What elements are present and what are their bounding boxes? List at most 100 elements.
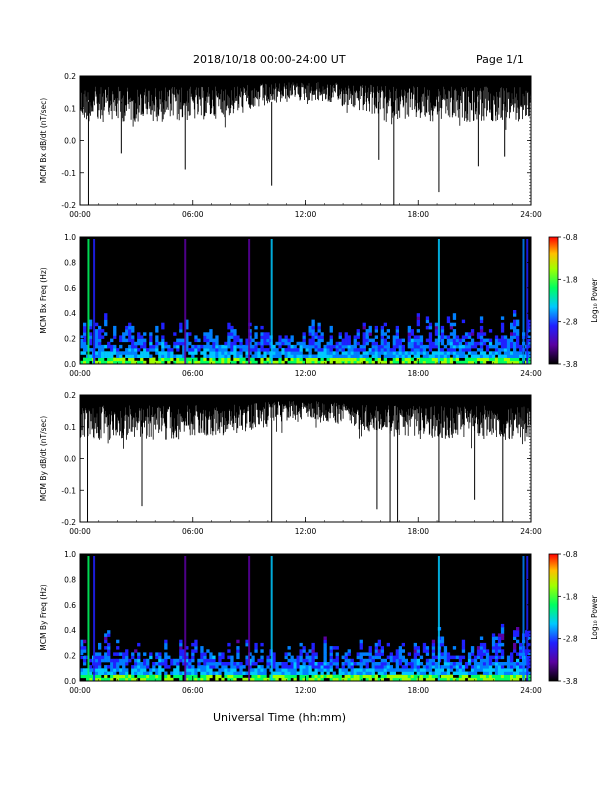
spectrogram-cell: [113, 335, 117, 339]
spectrogram-cell: [278, 671, 282, 675]
spectrogram-cell: [374, 646, 378, 650]
spectrogram-cell: [500, 636, 505, 640]
spectrogram-cell: [431, 677, 436, 682]
spectrogram-cell: [83, 335, 87, 339]
spectrogram-cell: [392, 658, 396, 663]
spectrogram-cell: [506, 655, 511, 660]
spectrogram-cell: [227, 360, 231, 365]
spectrogram-cell: [335, 652, 339, 656]
spectrogram-cell: [516, 357, 520, 362]
spectrogram-cell: [383, 668, 387, 672]
spectrogram-cell: [479, 646, 484, 650]
spectrogram-cell: [194, 357, 198, 362]
spectrogram-cell: [404, 662, 408, 666]
spectrogram-cell: [194, 344, 198, 349]
spectrogram-cell: [419, 662, 424, 666]
spectrogram-cell: [380, 338, 384, 343]
spectrogram-cell: [428, 354, 433, 358]
spectrogram-cell: [449, 674, 454, 679]
spectrogram-cell: [80, 338, 84, 343]
spectrogram-cell: [245, 360, 249, 365]
spectrogram-cell: [464, 360, 469, 365]
spectrogram-cell: [422, 344, 427, 349]
spectrogram-cell: [149, 674, 153, 679]
spectrogram-cell: [308, 665, 312, 669]
spectrogram-cell: [215, 338, 219, 343]
spectrogram-cell: [278, 668, 282, 672]
spectrogram-cell: [528, 655, 532, 660]
spectrogram-cell: [311, 325, 315, 330]
spectrogram-cell: [470, 665, 475, 669]
spectrogram-cell: [516, 627, 520, 631]
spectrogram-cell: [362, 662, 366, 666]
spectrogram-cell: [305, 348, 309, 352]
spectrogram-cell: [440, 674, 445, 679]
spectrogram-cell: [413, 665, 417, 669]
spectrogram-cell: [506, 677, 511, 682]
spectrogram-cell: [338, 348, 342, 352]
spectrogram-cell: [137, 642, 141, 647]
spectrogram-cell: [398, 662, 402, 666]
spectrogram-cell: [446, 351, 451, 355]
spectrogram-cell: [458, 674, 463, 679]
spectrogram-cell: [182, 649, 186, 653]
spectrogram-cell: [356, 357, 360, 362]
spectrogram-cell: [89, 332, 93, 336]
x-axis-title: Universal Time (hh:mm): [213, 711, 346, 724]
spectrogram-cell: [479, 329, 484, 333]
colorbar-label: Log₁₀ Power: [590, 277, 599, 322]
spectrogram-cell: [98, 338, 102, 343]
spectrogram-cell: [284, 671, 288, 675]
spectrogram-cell: [404, 671, 408, 675]
spectrogram-cell: [83, 668, 87, 672]
spectrogram-cell: [455, 338, 460, 343]
spectrogram-cell: [407, 329, 411, 333]
spectrogram-cell: [410, 677, 414, 682]
spectrogram-cell: [170, 351, 174, 355]
spectrogram-cell: [158, 658, 162, 663]
spectrogram-cell: [479, 655, 484, 660]
spectrogram-cell: [347, 338, 351, 343]
spectrogram-cell: [212, 655, 216, 660]
spectrogram-cell: [185, 668, 189, 672]
spectrogram-cell: [194, 335, 198, 339]
spectrogram-cell: [428, 332, 433, 336]
spectrogram-cell: [227, 351, 231, 355]
spectrogram-cell: [528, 652, 532, 656]
streak-6: [526, 556, 529, 681]
spectrogram-cell: [497, 668, 502, 672]
spectrogram-cell: [257, 665, 261, 669]
spectrogram-cell: [128, 322, 132, 327]
spectrogram-cell: [395, 655, 399, 660]
spectrogram-cell: [254, 674, 258, 679]
spectrogram-cell: [528, 649, 532, 653]
spectrogram-cell: [209, 665, 213, 669]
spectrogram-cell: [221, 652, 225, 656]
spectrogram-cell: [308, 357, 312, 362]
y-tick-label: 1.0: [64, 550, 76, 559]
spectrogram-cell: [365, 341, 369, 346]
colorbar-label: Log₁₀ Power: [590, 594, 599, 639]
spectrogram-cell: [482, 674, 487, 679]
spectrogram-cell: [131, 671, 135, 675]
spectrogram-cell: [134, 344, 138, 349]
spectrogram-cell: [428, 341, 433, 346]
spectrogram-cell: [200, 677, 204, 682]
spectrogram-cell: [239, 344, 243, 349]
spectrogram-cell: [179, 658, 183, 663]
spectrogram-cell: [458, 348, 463, 352]
spectrogram-cell: [341, 668, 345, 672]
spectrogram-cell: [467, 360, 472, 365]
spectrogram-cell: [410, 665, 414, 669]
spectrogram-cell: [425, 319, 430, 324]
spectrogram-cell: [89, 319, 93, 324]
spectrogram-cell: [503, 344, 508, 349]
spectrogram-cell: [347, 341, 351, 346]
spectrogram-cell: [497, 655, 502, 660]
spectrogram-cell: [227, 354, 231, 358]
spectrogram-cell: [113, 351, 117, 355]
spectrogram-cell: [191, 665, 195, 669]
spectrogram-cell: [320, 674, 324, 679]
spectrogram-cell: [395, 649, 399, 653]
